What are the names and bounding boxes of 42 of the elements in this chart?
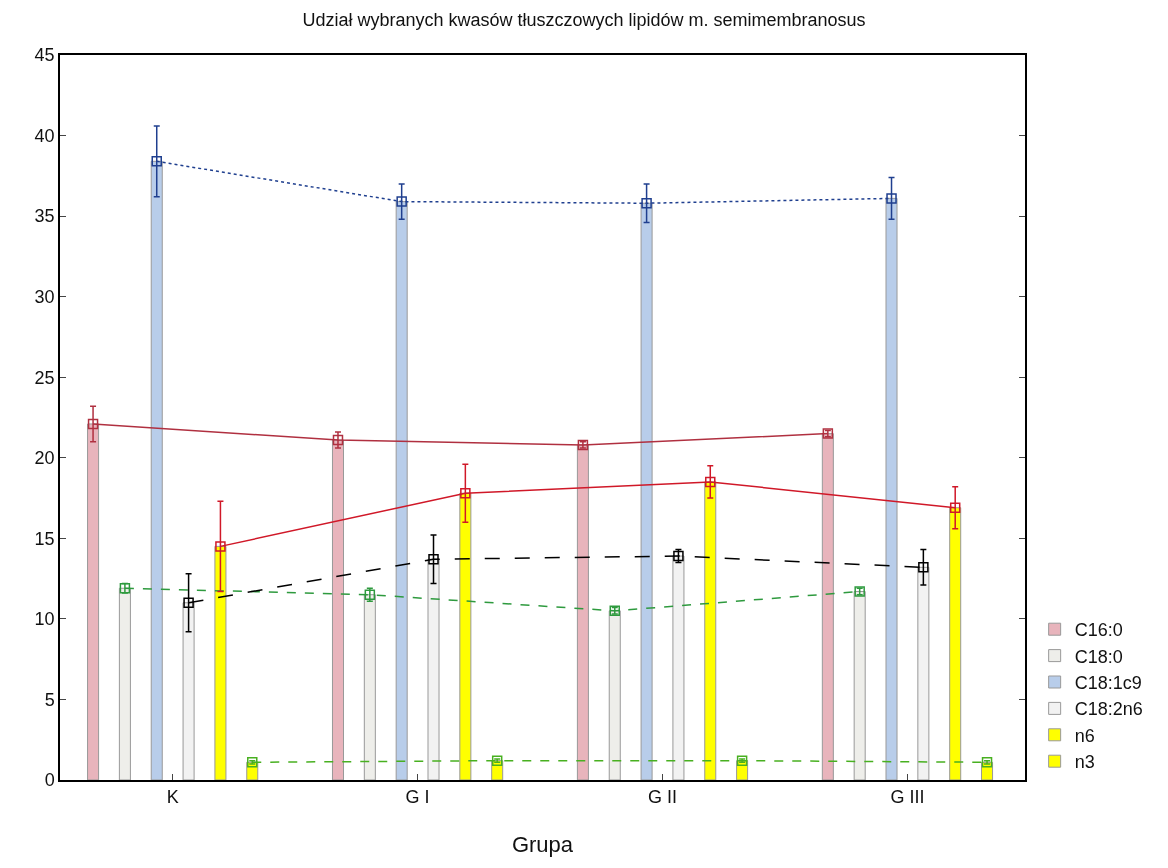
x-tick-label: G II bbox=[648, 787, 678, 808]
y-tick-label: 10 bbox=[34, 609, 55, 630]
bar bbox=[672, 555, 685, 780]
bar bbox=[821, 433, 834, 780]
y-tick-label: 5 bbox=[44, 689, 55, 710]
bar bbox=[853, 591, 866, 780]
bar bbox=[395, 201, 408, 780]
y-tick-label: 15 bbox=[34, 528, 55, 549]
y-tick-label: 20 bbox=[34, 448, 55, 469]
y-tick-label: 25 bbox=[34, 367, 55, 388]
y-tick-label: 40 bbox=[34, 125, 55, 146]
bar bbox=[917, 566, 930, 780]
bar bbox=[640, 202, 653, 780]
bar bbox=[214, 545, 227, 780]
y-tick-label: 35 bbox=[34, 206, 55, 227]
y-tick-label: 30 bbox=[34, 286, 55, 307]
bar bbox=[608, 610, 621, 780]
x-axis-title: Grupa bbox=[511, 831, 574, 857]
y-tick-label: 45 bbox=[34, 45, 55, 66]
x-tick-label: G I bbox=[405, 787, 430, 808]
bar bbox=[949, 507, 962, 780]
legend-label: n6 bbox=[1074, 725, 1095, 746]
legend-label: C18:1c9 bbox=[1074, 673, 1142, 694]
legend-label: n3 bbox=[1074, 752, 1095, 773]
y-tick-label: 0 bbox=[44, 770, 55, 791]
bar bbox=[363, 594, 376, 780]
chart-title: Udział wybranych kwasów tłuszczowych lipidów m. semimembranosus bbox=[302, 9, 866, 30]
bar bbox=[118, 587, 131, 780]
bar bbox=[87, 423, 100, 780]
bar bbox=[885, 197, 898, 780]
legend-label: C16:0 bbox=[1074, 620, 1123, 641]
legend-label: C18:2n6 bbox=[1074, 699, 1143, 720]
bar bbox=[704, 481, 717, 780]
bar bbox=[427, 558, 440, 780]
bar bbox=[182, 602, 195, 780]
x-tick-label: G III bbox=[890, 787, 925, 808]
bar bbox=[331, 439, 344, 780]
bar bbox=[576, 444, 589, 780]
bar bbox=[459, 492, 472, 780]
x-tick-label: K bbox=[166, 787, 179, 808]
bar bbox=[150, 160, 163, 780]
legend-label: C18:0 bbox=[1074, 646, 1123, 667]
